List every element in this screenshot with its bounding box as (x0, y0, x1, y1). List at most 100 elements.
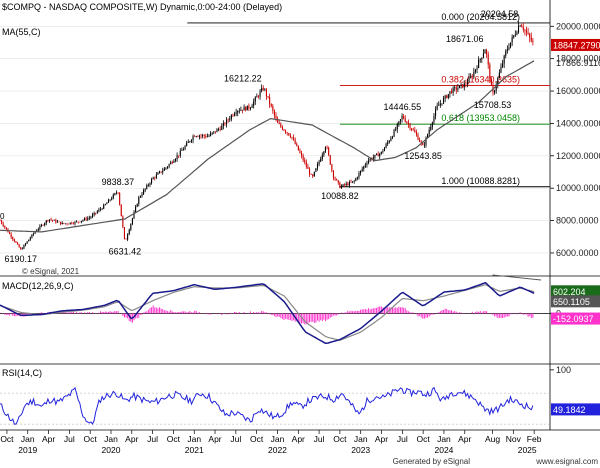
x-axis-month-label: Nov (506, 434, 522, 444)
candle-body (71, 222, 73, 224)
price-candle (112, 193, 114, 200)
last-price-box-bg (551, 38, 600, 51)
price-candle (425, 136, 427, 148)
candle-body (391, 136, 394, 139)
price-candle (197, 135, 199, 138)
candle-body (203, 135, 205, 137)
price-candle (68, 223, 70, 225)
candle-body (361, 168, 363, 171)
price-candle (122, 215, 124, 229)
price-candle (107, 198, 110, 203)
candle-body (315, 168, 317, 172)
price-annotation: 15708.53 (474, 100, 512, 110)
candle-body (329, 155, 331, 165)
price-candle (270, 103, 272, 108)
candle-body (259, 91, 261, 97)
price-candle (165, 167, 167, 170)
price-candle (141, 191, 143, 198)
x-axis-month-label: Apr (208, 434, 221, 444)
macd-value-box: 602.204 (553, 287, 586, 297)
price-candle (293, 134, 295, 141)
price-annotation: 12543.85 (404, 151, 442, 161)
candle-body (500, 66, 502, 73)
price-edge-label: 0 (0, 212, 5, 221)
candle-body (272, 106, 274, 111)
candle-body (423, 144, 425, 146)
price-candle (163, 166, 165, 171)
price-candle (272, 104, 274, 114)
price-candle (375, 153, 378, 156)
candle-body (377, 153, 379, 157)
candle-body (398, 121, 400, 125)
candle-body (340, 185, 342, 188)
candle-body (404, 118, 406, 122)
price-candle (360, 170, 362, 176)
grid-lines (0, 25, 550, 254)
price-candle (307, 163, 309, 169)
price-candle (179, 148, 181, 158)
candle-body (53, 220, 55, 221)
price-candle (407, 119, 409, 128)
price-candle (259, 88, 261, 100)
price-annotation: 16212.22 (224, 74, 262, 84)
price-candle (331, 163, 333, 173)
candle-body (227, 119, 229, 121)
price-candle (52, 219, 54, 223)
price-candle (128, 228, 130, 236)
price-candle (482, 49, 484, 59)
price-candle (95, 212, 97, 216)
signal-value-box-bg (551, 295, 600, 308)
candle-body (444, 95, 446, 99)
price-candle (320, 156, 322, 163)
candle-body (158, 171, 161, 173)
candle-body (367, 160, 370, 164)
candle-body (372, 157, 374, 160)
price-candle (203, 134, 205, 139)
candle-body (529, 33, 531, 38)
candle-body (39, 226, 41, 230)
candle-body (182, 149, 185, 151)
price-candle (332, 170, 334, 181)
price-candle (23, 244, 25, 250)
price-candle (88, 215, 90, 221)
price-candle (147, 183, 149, 187)
price-candle (380, 151, 382, 155)
price-candle (178, 155, 180, 159)
price-y-tick-label: 6000.0000 (556, 248, 599, 258)
x-axis-month-label: Jan (104, 434, 118, 444)
candle-body (296, 143, 298, 146)
candle-body (348, 182, 350, 186)
price-candle (74, 221, 76, 226)
price-candle (45, 219, 47, 226)
candle-body (157, 172, 159, 175)
price-y-tick-label: 16000.0000 (556, 86, 600, 96)
price-candle (340, 184, 342, 190)
price-candle (237, 110, 239, 117)
price-candle (174, 158, 177, 163)
price-candle (489, 62, 491, 83)
price-candle (123, 226, 125, 240)
price-candle (517, 21, 520, 34)
price-candle (115, 190, 118, 195)
price-candle (99, 207, 102, 212)
price-candle (213, 131, 215, 135)
price-candles (0, 21, 534, 250)
price-candle (40, 223, 43, 228)
price-candle (387, 140, 389, 146)
price-candle (463, 80, 465, 91)
price-candle (281, 125, 283, 131)
candle-body (138, 197, 140, 204)
price-annotation: 9838.37 (102, 177, 135, 187)
price-candle (117, 192, 119, 195)
candle-body (12, 237, 14, 240)
last-price-box: 18847.2790 (553, 40, 600, 50)
price-candle (39, 224, 41, 231)
candle-body (163, 168, 165, 171)
price-candle (20, 246, 22, 250)
price-candle (390, 136, 392, 142)
price-candle (337, 179, 339, 185)
candle-body (1, 220, 3, 224)
candle-body (356, 177, 358, 179)
price-candle (222, 120, 224, 130)
